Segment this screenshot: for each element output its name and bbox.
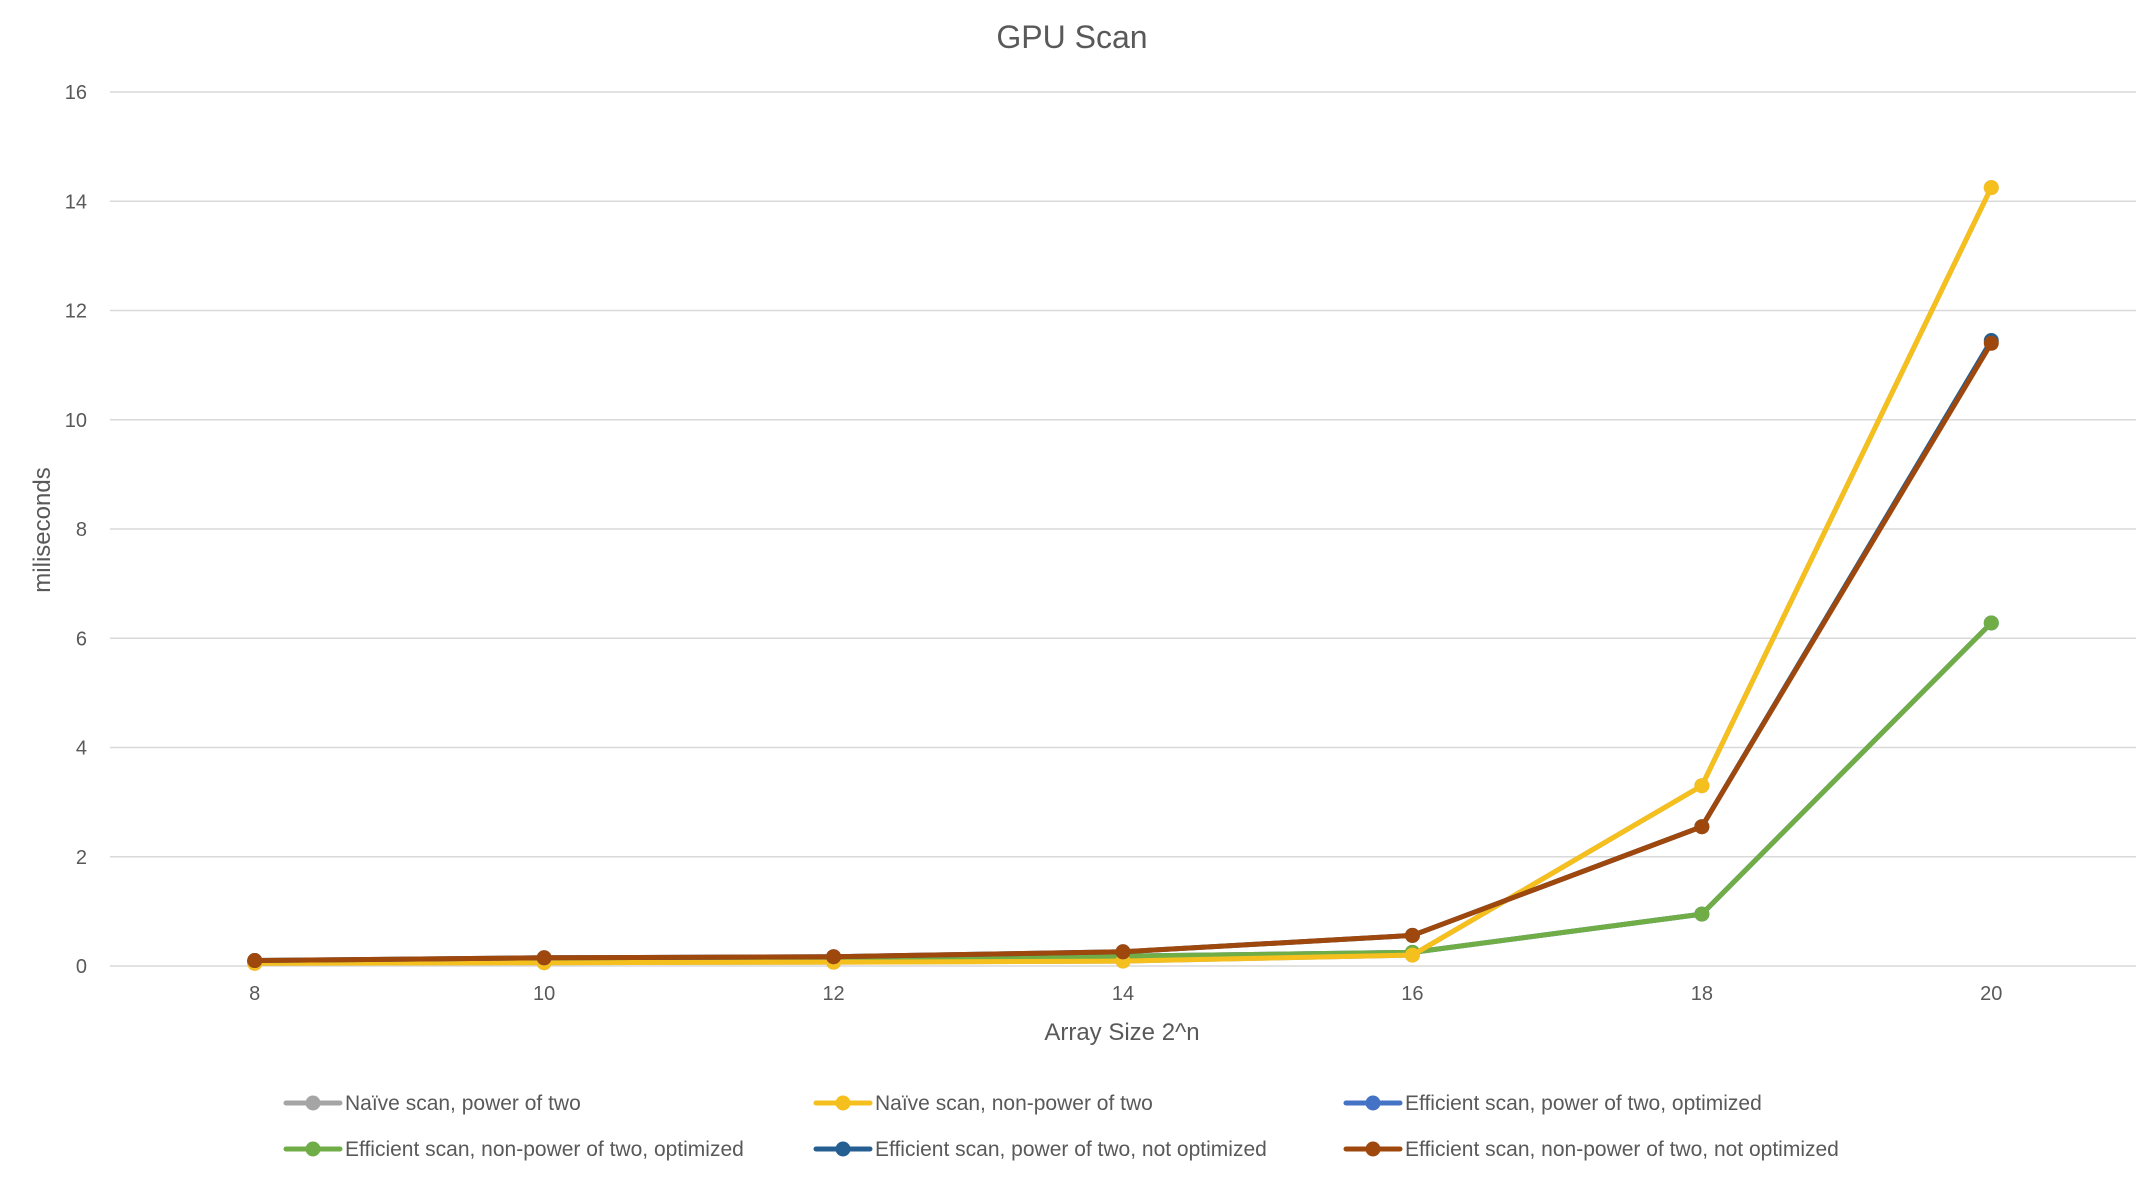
legend-label: Efficient scan, power of two, not optimi… (875, 1138, 1267, 1161)
series-line (252, 338, 1994, 964)
x-tick-label: 20 (1980, 983, 2002, 1005)
legend: Naïve scan, power of two Naïve scan, non-… (283, 1092, 1839, 1161)
y-tick-label: 4 (76, 738, 87, 760)
series-line (252, 185, 1994, 966)
x-tick-label: 14 (1112, 983, 1134, 1005)
legend-item: Naïve scan, power of two (283, 1092, 581, 1115)
legend-swatch-marker (305, 1141, 321, 1157)
x-tick-label: 12 (822, 983, 844, 1005)
data-point (536, 950, 552, 966)
chart-title: GPU Scan (996, 19, 1147, 55)
data-point (1694, 906, 1710, 922)
legend-item: Naïve scan, non-power of two (813, 1092, 1153, 1115)
y-tick-label: 14 (65, 191, 87, 213)
gridlines (110, 91, 2136, 967)
legend-label: Naïve scan, power of two (345, 1092, 581, 1115)
y-tick-label: 16 (65, 82, 87, 104)
y-tick-label: 0 (76, 956, 87, 978)
series-1 (247, 180, 1999, 971)
data-point (826, 949, 842, 965)
y-tick-label: 2 (76, 847, 87, 869)
x-tick-label: 16 (1401, 983, 1423, 1005)
legend-label: Efficient scan, power of two, optimized (1405, 1092, 1762, 1115)
y-axis-ticks: 0 2 4 6 8 10 12 14 16 (65, 82, 87, 978)
x-tick-label: 8 (249, 983, 260, 1005)
y-tick-label: 6 (76, 628, 87, 650)
legend-item: Efficient scan, non-power of two, not op… (1343, 1138, 1839, 1161)
series-lines (247, 180, 1999, 971)
series-line (252, 185, 1994, 966)
legend-swatch-marker (1365, 1141, 1381, 1157)
y-tick-label: 12 (65, 301, 87, 323)
x-axis-label: Array Size 2^n (1044, 1019, 1199, 1046)
series-5 (247, 335, 1999, 969)
data-point (1694, 819, 1710, 835)
data-point (1694, 778, 1710, 794)
legend-swatch-marker (305, 1095, 321, 1111)
y-tick-label: 10 (65, 410, 87, 432)
data-point (1115, 944, 1131, 960)
x-axis-ticks: 8 10 12 14 16 18 20 (249, 983, 2002, 1005)
data-point (1404, 947, 1420, 963)
y-axis-label: miliseconds (29, 467, 56, 592)
legend-label: Efficient scan, non-power of two, optimi… (345, 1138, 744, 1161)
data-point (1983, 335, 1999, 351)
legend-label: Efficient scan, non-power of two, not op… (1405, 1138, 1839, 1161)
series-line (252, 620, 1994, 965)
legend-item: Efficient scan, power of two, optimized (1343, 1092, 1762, 1115)
x-tick-label: 18 (1691, 983, 1713, 1005)
series-line (252, 340, 1994, 964)
legend-label: Naïve scan, non-power of two (875, 1092, 1153, 1115)
legend-swatch-marker (1365, 1095, 1381, 1111)
legend-item: Efficient scan, non-power of two, optimi… (283, 1138, 744, 1161)
data-point (1983, 180, 1999, 196)
legend-item: Efficient scan, power of two, not optimi… (813, 1138, 1267, 1161)
data-point (247, 953, 263, 969)
series-3 (247, 615, 1999, 970)
legend-swatch-marker (835, 1141, 851, 1157)
x-tick-label: 10 (533, 983, 555, 1005)
series-4 (247, 333, 1999, 969)
series-0 (247, 180, 1999, 971)
legend-swatch-marker (835, 1095, 851, 1111)
data-point (1404, 927, 1420, 943)
data-point (1983, 615, 1999, 631)
series-line (252, 620, 1994, 965)
series-2 (247, 615, 1999, 970)
y-tick-label: 8 (76, 519, 87, 541)
